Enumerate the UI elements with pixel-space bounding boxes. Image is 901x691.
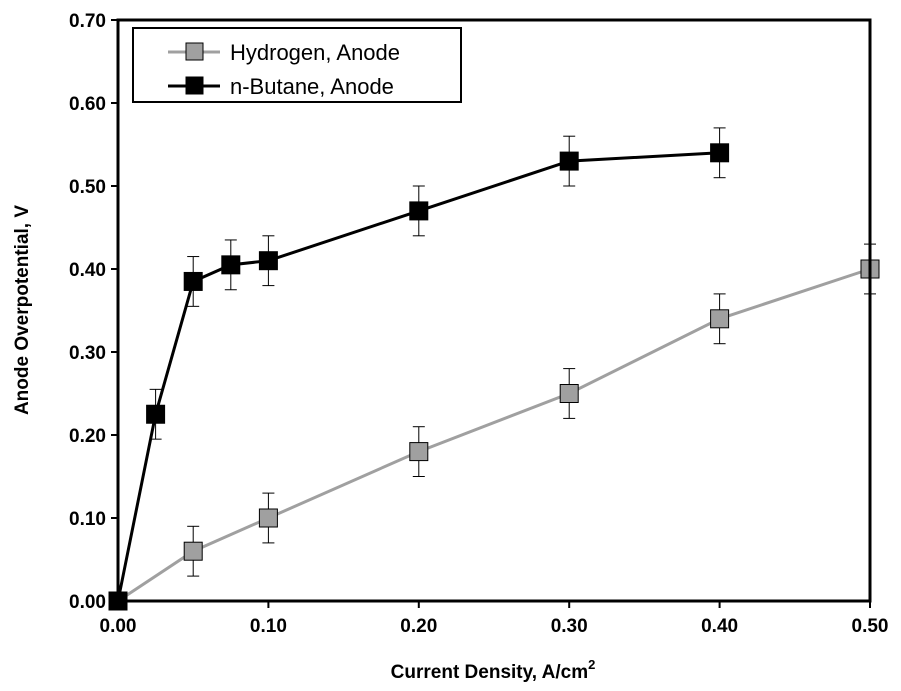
- series-line: [116, 151, 720, 602]
- legend-marker-hydrogen: [185, 42, 204, 61]
- axes-layer: 0.00 0.10 0.20 0.30 0.40 0.50 0.60 0.70 0.00 0.10…: [69, 11, 888, 637]
- plot-frame: [116, 18, 872, 603]
- x-tick-label: 0.40: [701, 616, 738, 637]
- x-axis-label-superscript: 2: [588, 657, 595, 672]
- y-tick-label: 0.60: [69, 94, 106, 115]
- data-point: [559, 384, 579, 403]
- y-tick-label: 0.70: [69, 11, 106, 32]
- data-point: [258, 251, 278, 271]
- series-1: [108, 127, 730, 611]
- data-point: [258, 508, 278, 528]
- series-layer: [108, 127, 880, 611]
- x-axis-label: Current Density, A/cm2: [391, 657, 596, 683]
- legend: Hydrogen, Anode n-Butane, Anode: [132, 27, 462, 103]
- data-point: [183, 541, 203, 561]
- x-tick-label: 0.50: [852, 616, 889, 637]
- y-tick-label: 0.50: [69, 177, 106, 198]
- data-point: [183, 271, 203, 291]
- data-point: [710, 143, 730, 163]
- y-axis-label: Anode Overpotential, V: [12, 205, 33, 415]
- x-tick-label: 0.30: [551, 616, 588, 637]
- y-tick-label: 0.10: [69, 509, 106, 530]
- legend-label-butane: n-Butane, Anode: [230, 74, 394, 99]
- data-point: [559, 151, 579, 171]
- data-point: [409, 442, 429, 462]
- y-tick-label: 0.20: [69, 426, 106, 447]
- plot-background: [118, 20, 870, 601]
- data-point: [710, 309, 730, 329]
- legend-marker-butane: [185, 76, 204, 95]
- legend-label-hydrogen: Hydrogen, Anode: [230, 40, 400, 65]
- x-tick-label: 0.10: [250, 616, 287, 637]
- data-point: [221, 255, 241, 275]
- x-tick-label: 0.20: [400, 616, 437, 637]
- x-axis-label-text: Current Density, A/cm: [391, 662, 588, 683]
- y-tick-label: 0.40: [69, 260, 106, 281]
- y-tick-label: 0.30: [69, 343, 106, 364]
- plot-area: [118, 20, 870, 601]
- series-0: [108, 243, 880, 611]
- x-tick-label: 0.00: [100, 616, 137, 637]
- y-tick-label: 0.00: [69, 592, 106, 613]
- data-point: [409, 201, 429, 221]
- data-point: [146, 404, 166, 424]
